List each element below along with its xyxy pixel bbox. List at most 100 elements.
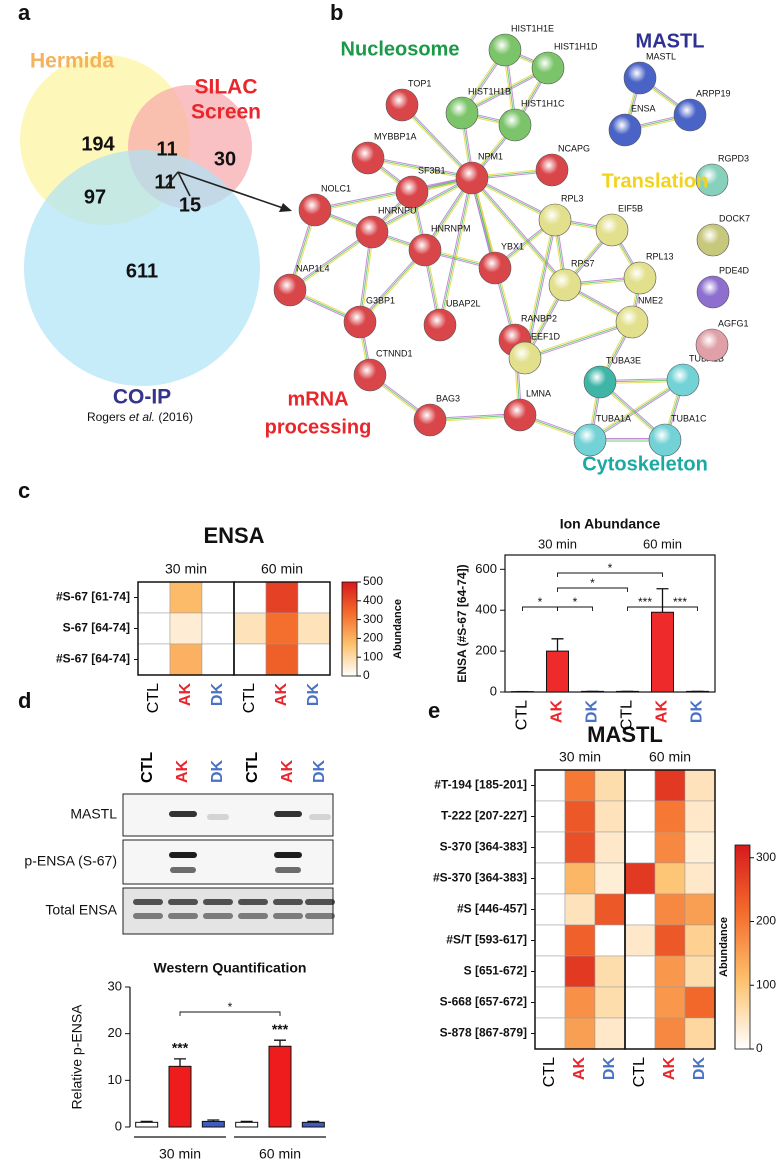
network-node — [423, 308, 457, 342]
citation-part: Rogers — [87, 410, 129, 424]
network-node — [623, 61, 657, 95]
blot-band — [305, 913, 335, 919]
network-edge — [402, 103, 474, 178]
significance: * — [608, 561, 613, 575]
heatmap-cell — [564, 831, 596, 864]
heatmap-cell — [624, 862, 656, 895]
venn-count: 611 — [126, 260, 158, 282]
node-label: HNRNPU — [378, 205, 417, 215]
heatmap-cell — [654, 769, 686, 802]
heatmap-cell — [654, 986, 686, 1019]
network-edge — [589, 379, 684, 441]
network-edge — [472, 176, 567, 285]
heatmap-cell — [201, 581, 235, 614]
heatmap-cell — [169, 581, 203, 614]
node-label: NPM1 — [478, 151, 503, 161]
heatmap-cell — [233, 643, 267, 676]
heatmap-cell — [534, 1017, 566, 1050]
bar — [268, 1045, 292, 1128]
arrow — [177, 171, 191, 197]
blot-band — [238, 913, 268, 919]
row-label: S [651-672] — [464, 964, 527, 978]
blot-band — [305, 899, 335, 905]
network-edge — [470, 178, 565, 287]
node-label: RPL3 — [561, 193, 584, 203]
heatmap-cell — [534, 862, 566, 895]
node-label: YBX1 — [501, 241, 524, 251]
bar — [168, 1065, 192, 1128]
heatmap-cell — [654, 1017, 686, 1050]
network-node — [478, 251, 512, 285]
node-label: HIST1H1D — [554, 41, 598, 51]
heatmap-cell — [684, 955, 716, 988]
network-edge — [367, 157, 473, 179]
venn-count: 15 — [179, 194, 201, 216]
blot-band — [309, 814, 331, 820]
group-label: Translation — [602, 170, 709, 192]
panel-label: c — [18, 478, 30, 503]
lane-label: CTL — [139, 752, 156, 783]
heatmap-cell — [624, 769, 656, 802]
heatmap-cell — [297, 581, 331, 614]
significance: * — [538, 595, 543, 609]
network-node — [488, 33, 522, 67]
heatmap-cell — [534, 924, 566, 957]
y-axis-label: ENSA (#S-67 [64-74]) — [455, 564, 469, 682]
network-node — [343, 305, 377, 339]
row-label: #S-67 [64-74] — [56, 652, 130, 666]
heatmap-cell — [594, 893, 626, 926]
network-node — [673, 98, 707, 132]
node-label: TUBA3E — [606, 355, 641, 365]
panel-label: b — [330, 0, 343, 25]
node-label: NAP1L4 — [296, 263, 330, 273]
significance-bracket — [662, 606, 698, 611]
column-group-label: 30 min — [159, 1146, 201, 1162]
heatmap-cell — [564, 955, 596, 988]
node-label: MYBBP1A — [374, 131, 417, 141]
network-edge — [588, 378, 683, 440]
network-edge — [524, 320, 632, 358]
heatmap-cell — [297, 643, 331, 676]
node-label: TOP1 — [408, 78, 431, 88]
network-edge — [401, 104, 473, 179]
network-node — [608, 113, 642, 147]
x-tick-label: AK — [177, 683, 194, 707]
network-node — [648, 423, 682, 457]
network-node — [353, 358, 387, 392]
network-node — [666, 363, 700, 397]
heatmap-cell — [534, 955, 566, 988]
colorbar-tick-label: 0 — [756, 1041, 763, 1055]
heatmap-cell — [265, 612, 299, 645]
chart-title: Ion Abundance — [560, 516, 661, 532]
significance: * — [228, 1000, 233, 1014]
venn-count: 97 — [84, 186, 106, 208]
node-label: LMNA — [526, 388, 551, 398]
chart-title: ENSA — [203, 523, 264, 548]
heatmap-cell — [534, 986, 566, 1019]
heatmap-cell — [564, 800, 596, 833]
node-label: PDE4D — [719, 265, 750, 275]
colorbar-tick-label: 500 — [363, 574, 383, 588]
node-label: EEF1D — [531, 331, 561, 341]
error-bar — [551, 638, 564, 652]
x-tick-label: CTL — [145, 683, 162, 713]
x-tick-label: CTL — [631, 1057, 648, 1087]
row-label: #S [446-457] — [457, 902, 527, 916]
heatmap-cell — [137, 612, 171, 645]
network-node — [503, 398, 537, 432]
x-tick-label: DK — [584, 700, 601, 724]
network-edge — [471, 177, 566, 286]
x-tick-label: AK — [661, 1057, 678, 1081]
heatmap-cell — [297, 612, 331, 645]
bar — [235, 1121, 259, 1128]
colorbar-tick-label: 200 — [756, 914, 776, 928]
y-tick-label: 10 — [108, 1072, 122, 1087]
heatmap-cell — [594, 800, 626, 833]
node-label: RPS7 — [571, 258, 595, 268]
blot-panel — [122, 887, 334, 935]
heatmap-cell — [654, 862, 686, 895]
network-node — [498, 108, 532, 142]
group-label: Nucleosome — [341, 38, 460, 60]
node-label: RPL13 — [646, 251, 674, 261]
network-edge — [367, 158, 472, 180]
